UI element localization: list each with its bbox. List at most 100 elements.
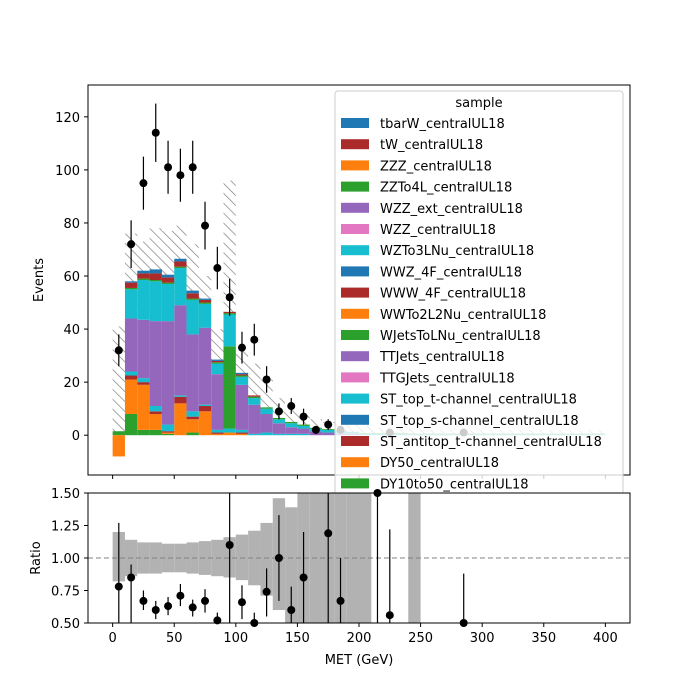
stack-bar-tw-centralul18 (198, 299, 212, 303)
stack-bar-wjetstolnu-centralul18 (223, 346, 236, 429)
legend-swatch (341, 308, 369, 319)
stack-bar-st-top-t-channel-centralul18 (198, 404, 212, 407)
legend-swatch (341, 266, 369, 277)
x-tick-label: 100 (223, 631, 248, 646)
ratio-point (201, 596, 210, 605)
ratio-point (299, 573, 308, 582)
stack-bar-st-top-t-channel-centralul18 (285, 433, 298, 436)
legend-swatch (341, 457, 369, 468)
stack-bar-dy50-centralul18 (235, 433, 249, 436)
stack-bar-tw-centralul18 (186, 293, 199, 299)
stack-bar-dy10to50-centralul18 (149, 429, 162, 436)
y-tick-label: 0 (72, 429, 80, 444)
legend-swatch (341, 393, 369, 404)
ratio-point (164, 602, 173, 611)
legend-label: WWZ_4F_centralUL18 (380, 265, 522, 280)
stack-bar-st-top-t-channel-centralul18 (223, 428, 236, 433)
stack-bar-st-antitop-t-channel-centralul18 (149, 411, 162, 414)
stack-bar-ttjets-centralul18 (161, 321, 175, 425)
stack-bar-dy50-centralul18 (198, 411, 212, 436)
x-tick-label: 150 (285, 631, 310, 646)
stack-bar-wzto3lnu-centralul18 (285, 423, 298, 428)
legend: sample tbarW_centralUL18 tW_centralUL18 ZZ… (334, 90, 624, 497)
ratio-y-tick-label: 1.25 (51, 520, 80, 535)
legend-swatch (341, 287, 369, 298)
ratio-point (139, 596, 148, 605)
stack-bar-tw-centralul18 (161, 277, 175, 283)
data-point (139, 179, 148, 188)
ratio-band-bin (235, 534, 249, 581)
stack-bar-dy50-centralul18 (161, 432, 175, 434)
stack-bar-wzto3lnu-centralul18 (186, 299, 199, 335)
stack-bar-zzto4l-centralul18 (297, 424, 310, 426)
data-point (114, 346, 123, 355)
uncertainty-band-bin (248, 363, 261, 404)
stack-bar-ttjets-centralul18 (285, 427, 298, 434)
uncertainty-band-bin (260, 379, 273, 414)
y-tick-label: 60 (63, 270, 80, 285)
stack-bar-wzto3lnu-centralul18 (322, 429, 335, 433)
stack-bar-st-antitop-t-channel-centralul18 (235, 432, 249, 434)
stack-bar-ttjets-centralul18 (149, 321, 162, 407)
stack-bar-st-antitop-t-channel-centralul18 (198, 406, 212, 412)
legend-label: WJetsToLNu_centralUL18 (380, 329, 541, 344)
stack-bar-st-top-t-channel-centralul18 (211, 429, 224, 433)
stack-bar-dy50-centralul18 (223, 432, 236, 436)
x-tick-label: 350 (531, 631, 556, 646)
ratio-band-bin (198, 541, 212, 575)
stack-bar-st-top-t-channel-centralul18 (174, 395, 187, 397)
ratio-point (188, 603, 197, 612)
ratio-y-tick-label: 0.50 (51, 617, 80, 632)
stack-bar-zzto4l-centralul18 (260, 407, 273, 409)
y-tick-label: 80 (63, 217, 80, 232)
stack-bar-st-antitop-t-channel-centralul18 (124, 375, 138, 380)
legend-swatch (341, 372, 369, 383)
legend-swatch (341, 202, 369, 213)
legend-label: ST_top_t-channel_centralUL18 (380, 393, 577, 408)
ratio-data-points (114, 489, 468, 627)
stack-bar-dy50-centralul18 (174, 403, 187, 436)
ratio-point (262, 587, 271, 596)
stack-bar-zzto4l-centralul18 (124, 287, 138, 290)
stack-bar-ttjets-centralul18 (174, 305, 187, 396)
stack-bar-st-antitop-t-channel-centralul18 (186, 416, 199, 420)
data-point (311, 425, 320, 434)
data-point (176, 171, 185, 180)
legend-label: ZZTo4L_centralUL18 (380, 181, 512, 196)
data-point (213, 264, 222, 273)
data-point (262, 375, 271, 384)
legend-label: ST_antitop_t-channel_centralUL18 (380, 435, 602, 450)
uncertainty-band-bin (211, 329, 224, 369)
legend-swatch (341, 181, 369, 192)
stack-bar-ttjets-centralul18 (211, 374, 224, 430)
stack-bar-ttjets-centralul18 (260, 413, 273, 433)
stack-bar-dy10to50-centralul18 (186, 432, 199, 436)
ratio-point (127, 573, 136, 582)
stack-bar-st-top-t-channel-centralul18 (161, 424, 175, 432)
x-tick-label: 400 (593, 631, 618, 646)
legend-label: WZZ_ext_centralUL18 (380, 202, 523, 217)
stack-bar-tw-centralul18 (235, 374, 249, 376)
x-tick-label: 200 (347, 631, 372, 646)
stack-bar-wzto3lnu-centralul18 (223, 314, 236, 347)
legend-label: DY10to50_centralUL18 (380, 477, 529, 492)
ratio-point (213, 616, 222, 625)
legend-label: TTGJets_centralUL18 (379, 371, 515, 386)
legend-title: sample (455, 96, 502, 111)
ratio-y-tick-label: 1.50 (51, 487, 80, 502)
stack-bar-zzto4l-centralul18 (235, 375, 249, 377)
stack-bar-zzto4l-centralul18 (248, 396, 261, 399)
ratio-point (324, 529, 333, 538)
stack-bar-ttjets-centralul18 (272, 423, 286, 434)
data-point (151, 128, 160, 137)
y-tick-label: 100 (55, 164, 80, 179)
stack-bar-tbarw-centralul18 (186, 290, 199, 294)
stack-bar-tbarw-centralul18 (137, 270, 150, 274)
stack-bar-dy50-centralul18 (211, 433, 224, 436)
stack-bar-tbarw-centralul18 (124, 281, 138, 283)
ratio-band-bin (248, 530, 261, 586)
stack-bar-tbarw-centralul18 (149, 269, 162, 274)
ratio-point (385, 611, 394, 620)
stack-bar-st-top-t-channel-centralul18 (248, 433, 261, 436)
